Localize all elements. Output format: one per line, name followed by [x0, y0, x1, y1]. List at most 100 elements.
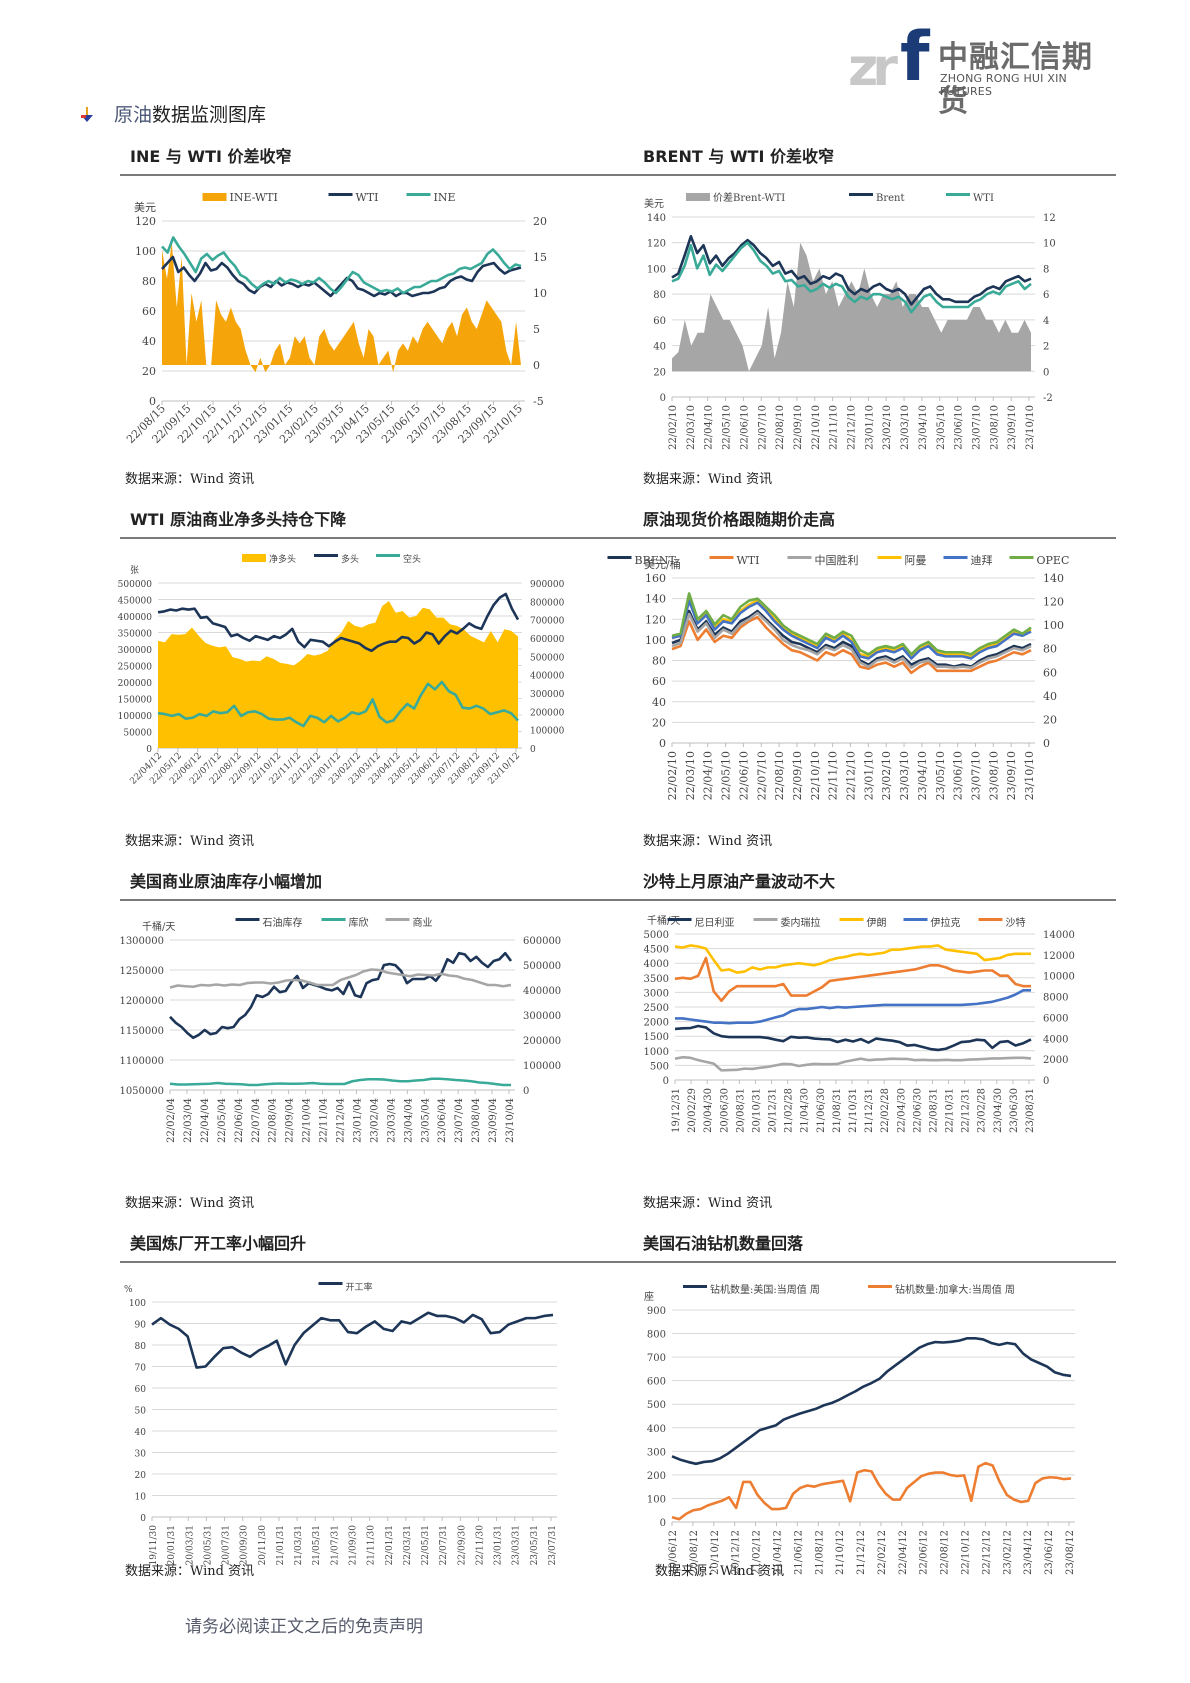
series-line-1 — [674, 1055, 1032, 1072]
series-line-1 — [161, 255, 522, 298]
series-line-4 — [674, 956, 1031, 1003]
y-tick-label: 1050000 — [119, 1086, 164, 1097]
series-line-1 — [671, 615, 1032, 675]
x-tick-label: 22/02/10 — [668, 405, 679, 450]
x-tick-label: 21/06/30 — [816, 1088, 827, 1133]
legend-label: 钻机数量:加拿大:当周值 周 — [895, 1283, 1015, 1296]
y-tick-label: 4500 — [644, 945, 669, 956]
y-tick-label: 100 — [135, 245, 156, 258]
x-tick-label: 22/08/31 — [928, 1088, 939, 1133]
x-tick-label: 23/05/10 — [934, 751, 947, 800]
x-tick-label: 22/09/10 — [793, 405, 804, 450]
legend-label: 净多头 — [269, 553, 296, 565]
y-tick-label: 40 — [142, 335, 156, 348]
y-tick-label: 120 — [645, 613, 666, 626]
x-tick-label: 23/09/04 — [488, 1098, 499, 1143]
logo-mark-zr: zr — [848, 38, 898, 98]
x-tick-label: 23/02/04 — [369, 1098, 380, 1143]
y2-tick-label: 15 — [533, 251, 547, 264]
y2-tick-label: 14000 — [1043, 930, 1075, 941]
x-tick-label: 23/07/31 — [548, 1525, 558, 1565]
legend-swatch — [946, 193, 970, 196]
x-tick-label: 20/08/31 — [735, 1088, 746, 1133]
y2-tick-label: 200000 — [523, 1036, 561, 1047]
x-tick-label: 21/12/31 — [864, 1088, 875, 1133]
x-tick-label: 20/10/31 — [751, 1088, 762, 1133]
x-tick-label: 22/05/10 — [720, 751, 733, 800]
section-title: 原油数据监测图库 — [80, 100, 266, 127]
x-tick-label: 23/01/10 — [864, 405, 875, 450]
y-tick-label: 60 — [652, 675, 666, 688]
x-tick-label: 22/11/10 — [829, 405, 840, 450]
series-line-1 — [671, 234, 1032, 306]
x-tick-label: 21/08/12 — [814, 1530, 825, 1575]
chart-refinery-utilization: 0 10 20 30 40 50 60 70 80 90 100% 19/11/30 20/01/31 2… — [124, 1281, 558, 1565]
x-tick-label: 22/12/12 — [981, 1530, 992, 1575]
y-tick-label: 400 — [647, 1424, 666, 1435]
y2-tick-label: 100000 — [523, 1061, 561, 1072]
legend-label: 中国胜利 — [815, 553, 859, 567]
y-tick-label: 0 — [660, 1518, 666, 1529]
legend-item: 净多头 — [242, 553, 296, 565]
x-tick-label: 22/04/10 — [702, 751, 715, 800]
x-tick-label: 23/03/04 — [386, 1098, 397, 1143]
x-tick-label: 23/04/10 — [918, 405, 929, 450]
x-tick-label: 23/08/04 — [471, 1098, 482, 1143]
y-tick-label: 0 — [659, 737, 666, 750]
series-line-0 — [674, 1024, 1032, 1052]
y2-tick-label: 8 — [1043, 264, 1049, 275]
series-line-2 — [671, 241, 1032, 314]
y-tick-label: 120 — [647, 239, 666, 250]
legend-item: 委内瑞拉 — [753, 916, 821, 929]
chart-title-refinery-util: 美国炼厂开工率小幅回升 — [130, 1234, 307, 1253]
legend-item: INE — [406, 191, 456, 204]
divider — [120, 174, 1116, 176]
legend-label: 库欣 — [349, 916, 369, 929]
x-tick-label: 20/07/31 — [222, 1525, 232, 1565]
x-tick-label: 23/05/10 — [936, 405, 947, 450]
y-tick-label: 1000 — [644, 1047, 669, 1058]
y-tick-label: 40 — [135, 1428, 147, 1438]
legend-swatch — [607, 556, 632, 559]
x-tick-label: 21/03/31 — [294, 1525, 304, 1565]
chart-spot-prices: 0 20 40 60 80 100 120 140 160 0 20 40 60 80 100 120 140 美… — [607, 553, 1069, 800]
x-tick-label: 22/12/10 — [845, 751, 858, 800]
legend-swatch — [376, 554, 400, 557]
x-tick-label: 23/03/31 — [512, 1525, 522, 1565]
y-tick-label: 400000 — [118, 613, 153, 623]
y2-tick-label: 4 — [1043, 316, 1049, 327]
y-tick-label: 3000 — [644, 988, 669, 999]
y-tick-label: 1100000 — [119, 1056, 164, 1067]
x-tick-label: 20/05/31 — [203, 1525, 213, 1565]
y2-tick-label: 6 — [1043, 290, 1049, 301]
x-tick-label: 22/07/10 — [755, 751, 768, 800]
y-tick-label: 500 — [650, 1061, 669, 1072]
x-tick-label: 22/09/10 — [791, 751, 804, 800]
x-tick-label: 20/06/12 — [668, 1530, 679, 1575]
y2-tick-label: 2 — [1043, 342, 1049, 353]
x-tick-label: 21/07/31 — [330, 1525, 340, 1565]
y2-tick-label: 700000 — [530, 617, 565, 627]
y-tick-label: 100 — [647, 264, 666, 275]
x-tick-label: 22/08/12 — [940, 1530, 951, 1575]
x-tick-label: 23/06/04 — [437, 1098, 448, 1143]
x-tick-label: 22/12/31 — [961, 1088, 972, 1133]
y2-tick-label: 8000 — [1043, 993, 1068, 1004]
y2-tick-label: 100 — [1043, 619, 1064, 632]
legend-item: 价差Brent-WTI — [686, 191, 785, 204]
legend-swatch — [753, 918, 778, 921]
legend-swatch — [202, 193, 227, 201]
x-tick-label: 23/02/10 — [882, 405, 893, 450]
x-tick-label: 22/06/04 — [234, 1098, 245, 1143]
x-tick-label: 22/05/31 — [421, 1525, 431, 1565]
y2-tick-label: 0 — [1043, 737, 1050, 750]
legend-label: 沙特 — [1006, 917, 1026, 929]
y-tick-label: 80 — [652, 655, 666, 668]
y2-tick-label: 10 — [533, 287, 547, 300]
legend-swatch — [943, 556, 968, 559]
chart-title-us-inventory: 美国商业原油库存小幅增加 — [130, 872, 323, 891]
y-tick-label: 350000 — [118, 630, 153, 640]
chart-us-crude-inventory: 1050000 1100000 1150000 1200000 1250000 13000… — [119, 916, 561, 1143]
section-title-main: 数据监测图库 — [152, 104, 267, 126]
x-tick-label: 22/06/10 — [737, 751, 750, 800]
